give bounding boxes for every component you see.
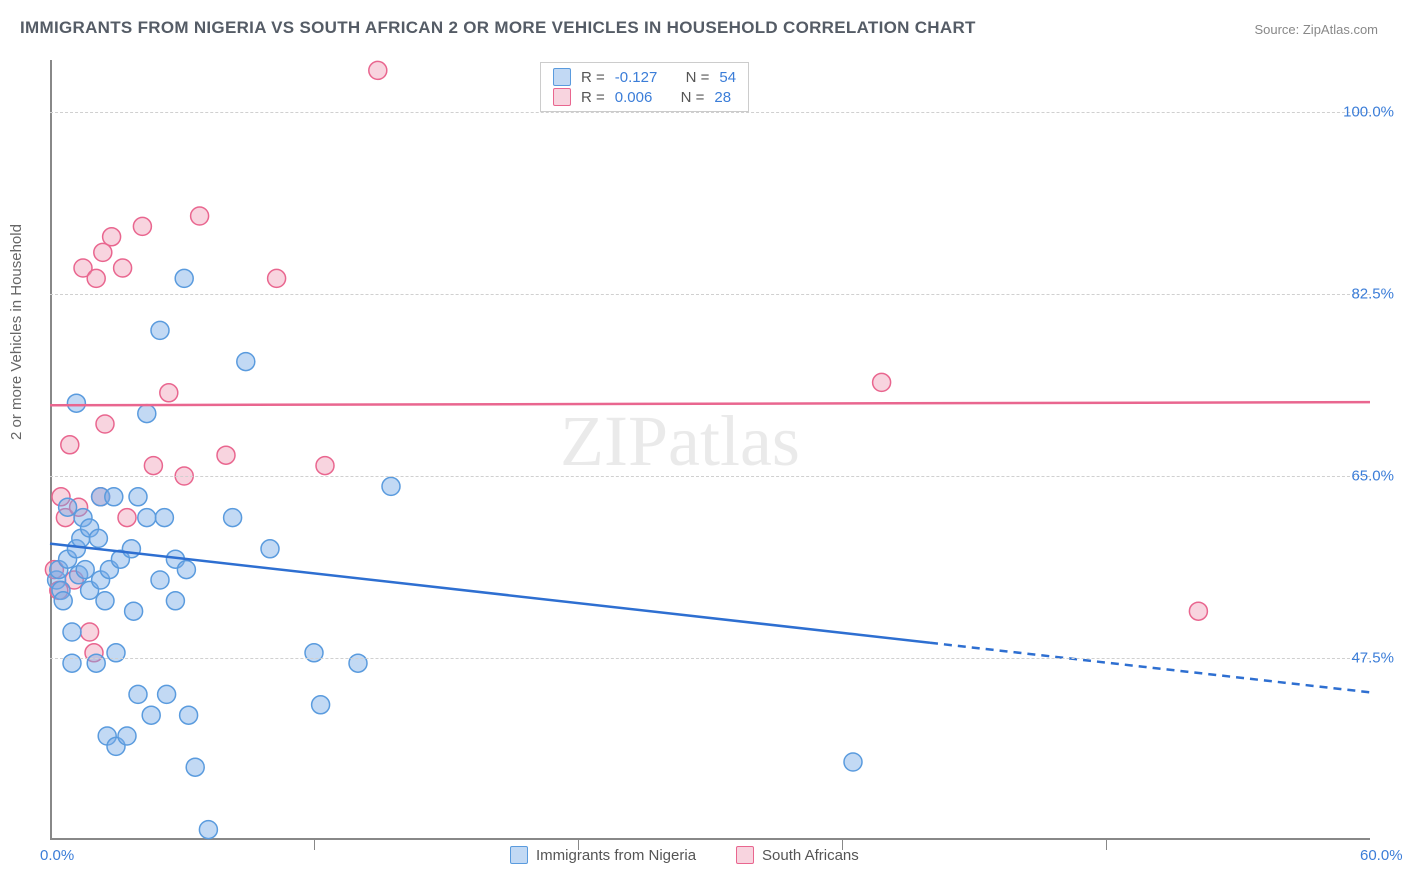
- trend-line-dashed: [930, 643, 1370, 693]
- stat-label: N =: [681, 89, 705, 106]
- data-point: [63, 623, 81, 641]
- data-point: [76, 561, 94, 579]
- data-point: [180, 706, 198, 724]
- gridline: [50, 112, 1370, 113]
- data-point: [312, 696, 330, 714]
- x-tick-mark: [842, 840, 843, 850]
- chart-canvas: [50, 60, 1370, 840]
- data-point: [63, 654, 81, 672]
- data-point: [122, 540, 140, 558]
- data-point: [87, 269, 105, 287]
- data-point: [138, 509, 156, 527]
- data-point: [217, 446, 235, 464]
- data-point: [844, 753, 862, 771]
- stat-value: 54: [719, 69, 736, 86]
- data-point: [67, 394, 85, 412]
- source-label: Source: ZipAtlas.com: [1254, 22, 1378, 37]
- data-point: [177, 561, 195, 579]
- data-point: [81, 623, 99, 641]
- data-point: [349, 654, 367, 672]
- legend-label: South Africans: [762, 847, 859, 864]
- swatch-icon: [553, 88, 571, 106]
- data-point: [261, 540, 279, 558]
- data-point: [118, 509, 136, 527]
- legend-stats-row: R = -0.127 N = 54: [553, 67, 736, 87]
- data-point: [59, 498, 77, 516]
- data-point: [1189, 602, 1207, 620]
- stat-label: R =: [581, 89, 605, 106]
- legend-stats-box: R = -0.127 N = 54 R = 0.006 N = 28: [540, 62, 749, 112]
- gridline: [50, 294, 1370, 295]
- gridline: [50, 658, 1370, 659]
- data-point: [61, 436, 79, 454]
- x-tick-mark: [1106, 840, 1107, 850]
- data-point: [151, 571, 169, 589]
- data-point: [237, 353, 255, 371]
- data-point: [138, 405, 156, 423]
- swatch-icon: [553, 68, 571, 86]
- data-point: [186, 758, 204, 776]
- data-point: [89, 529, 107, 547]
- stat-label: N =: [686, 69, 710, 86]
- data-point: [268, 269, 286, 287]
- data-point: [125, 602, 143, 620]
- data-point: [224, 509, 242, 527]
- data-point: [114, 259, 132, 277]
- data-point: [305, 644, 323, 662]
- data-point: [191, 207, 209, 225]
- y-tick-label: 65.0%: [1351, 468, 1394, 485]
- data-point: [96, 592, 114, 610]
- data-point: [133, 217, 151, 235]
- y-tick-label: 82.5%: [1351, 286, 1394, 303]
- legend-stats-row: R = 0.006 N = 28: [553, 87, 736, 107]
- data-point: [144, 457, 162, 475]
- data-point: [166, 592, 184, 610]
- y-axis-label: 2 or more Vehicles in Household: [8, 224, 25, 440]
- legend-item: Immigrants from Nigeria: [510, 846, 696, 864]
- chart-title: IMMIGRANTS FROM NIGERIA VS SOUTH AFRICAN…: [20, 18, 976, 38]
- x-tick-mark: [314, 840, 315, 850]
- stat-value: -0.127: [615, 69, 658, 86]
- gridline: [50, 476, 1370, 477]
- data-point: [873, 373, 891, 391]
- data-point: [129, 488, 147, 506]
- x-tick-label: 0.0%: [40, 847, 74, 864]
- data-point: [369, 61, 387, 79]
- swatch-icon: [510, 846, 528, 864]
- swatch-icon: [736, 846, 754, 864]
- trend-line: [50, 402, 1370, 405]
- data-point: [118, 727, 136, 745]
- data-point: [175, 269, 193, 287]
- data-point: [199, 821, 217, 839]
- data-point: [151, 321, 169, 339]
- trend-line: [50, 544, 930, 643]
- legend-bottom: Immigrants from Nigeria South Africans: [510, 846, 859, 864]
- data-point: [107, 644, 125, 662]
- data-point: [142, 706, 160, 724]
- data-point: [382, 477, 400, 495]
- x-tick-mark: [578, 840, 579, 850]
- data-point: [155, 509, 173, 527]
- data-point: [158, 685, 176, 703]
- data-point: [160, 384, 178, 402]
- legend-item: South Africans: [736, 846, 859, 864]
- stat-label: R =: [581, 69, 605, 86]
- stat-value: 0.006: [615, 89, 653, 106]
- data-point: [316, 457, 334, 475]
- data-point: [94, 243, 112, 261]
- data-point: [96, 415, 114, 433]
- data-point: [129, 685, 147, 703]
- x-tick-label: 60.0%: [1360, 847, 1403, 864]
- y-tick-label: 100.0%: [1343, 104, 1394, 121]
- data-point: [54, 592, 72, 610]
- data-point: [87, 654, 105, 672]
- y-tick-label: 47.5%: [1351, 650, 1394, 667]
- data-point: [105, 488, 123, 506]
- legend-label: Immigrants from Nigeria: [536, 847, 696, 864]
- stat-value: 28: [714, 89, 731, 106]
